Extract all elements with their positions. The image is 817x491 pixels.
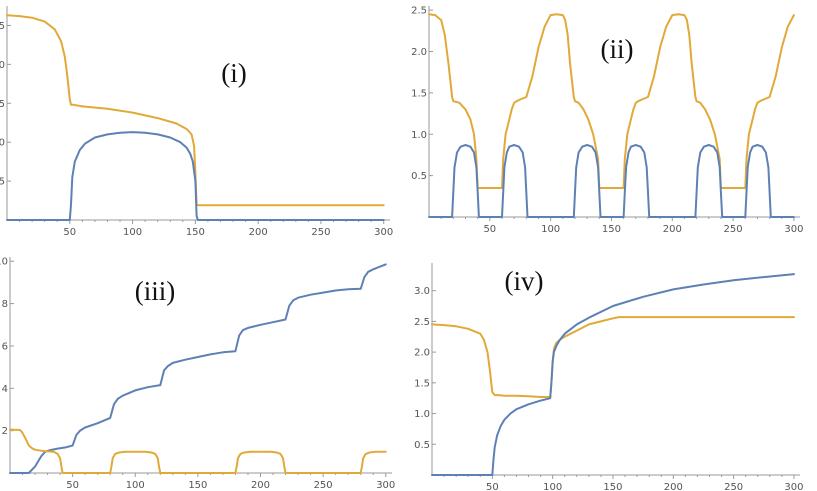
x-tick-label: 50 <box>63 227 76 238</box>
panel-iii: 50 100 150 200 250 300 2 4 6 8 10 (iii) <box>0 257 395 491</box>
series-orange <box>9 428 387 474</box>
y-tick-label: 2.5 <box>0 21 5 32</box>
y-tick-label: 2.0 <box>414 348 430 359</box>
y-tick-label: .5 <box>0 177 5 188</box>
panel-iv: 50 100 150 200 250 300 0.5 1.0 1.5 2.0 2.5 3.0 (iv) <box>414 263 804 491</box>
x-tick-label: 300 <box>376 480 395 491</box>
x-tick-label: 150 <box>602 224 621 235</box>
y-tick-label: 2.5 <box>414 317 430 328</box>
x-tick-label: 150 <box>186 227 205 238</box>
y-tick-label: 0.5 <box>414 440 430 451</box>
y-tick-label: 1.0 <box>411 130 427 141</box>
y-tick-label: 4 <box>2 384 8 395</box>
x-tick-label: 300 <box>784 224 803 235</box>
panel-label: (iv) <box>505 266 544 296</box>
y-tick-label: 2.5 <box>411 6 427 17</box>
x-tick-label: 200 <box>664 482 683 491</box>
x-tick-label: 200 <box>251 480 270 491</box>
y-tick-label: 1.5 <box>414 378 430 389</box>
panel-label: (iii) <box>135 276 176 306</box>
x-tick-label: 150 <box>188 480 207 491</box>
x-tick-label: 100 <box>541 224 560 235</box>
series-orange <box>431 316 795 398</box>
panel-ii: 50 100 150 200 250 300 0.5 1.0 1.5 2.0 2.5 (ii) <box>411 6 803 235</box>
panel-label: (ii) <box>601 34 634 64</box>
x-tick-label: 300 <box>784 482 803 491</box>
x-tick-label: 100 <box>543 482 562 491</box>
y-tick-label: 2.0 <box>0 60 5 71</box>
y-tick-label: 1.0 <box>0 138 5 149</box>
x-tick-label: 100 <box>123 227 142 238</box>
panel-label: (i) <box>221 58 246 88</box>
series-orange <box>428 13 795 189</box>
x-tick-label: 250 <box>314 480 333 491</box>
y-tick-label: 3.0 <box>414 286 430 297</box>
series-blue <box>9 263 387 474</box>
y-tick-label: 6 <box>2 341 8 352</box>
y-tick-label: 8 <box>2 299 8 310</box>
series-blue <box>431 273 795 476</box>
x-tick-label: 300 <box>374 227 393 238</box>
panel-i: 50 100 150 200 250 300 .5 1.0 1.5 2.0 2.5 (i) <box>0 6 393 238</box>
series-blue <box>6 131 385 221</box>
x-tick-label: 50 <box>66 480 79 491</box>
y-tick-label: 2.0 <box>411 47 427 58</box>
x-tick-label: 200 <box>663 224 682 235</box>
x-tick-label: 250 <box>724 482 743 491</box>
x-tick-label: 200 <box>249 227 268 238</box>
y-tick-label: 1.5 <box>0 99 5 110</box>
x-tick-label: 50 <box>483 224 496 235</box>
x-tick-label: 150 <box>603 482 622 491</box>
x-tick-label: 50 <box>486 482 499 491</box>
y-tick-label: 2 <box>2 426 8 437</box>
y-tick-label: 1.5 <box>411 88 427 99</box>
x-tick-label: 250 <box>724 224 743 235</box>
y-tick-label: 10 <box>0 257 8 268</box>
series-blue <box>428 144 795 218</box>
y-tick-label: 1.0 <box>414 409 430 420</box>
x-tick-label: 100 <box>126 480 145 491</box>
y-tick-label: 0.5 <box>411 171 427 182</box>
x-tick-label: 250 <box>311 227 330 238</box>
